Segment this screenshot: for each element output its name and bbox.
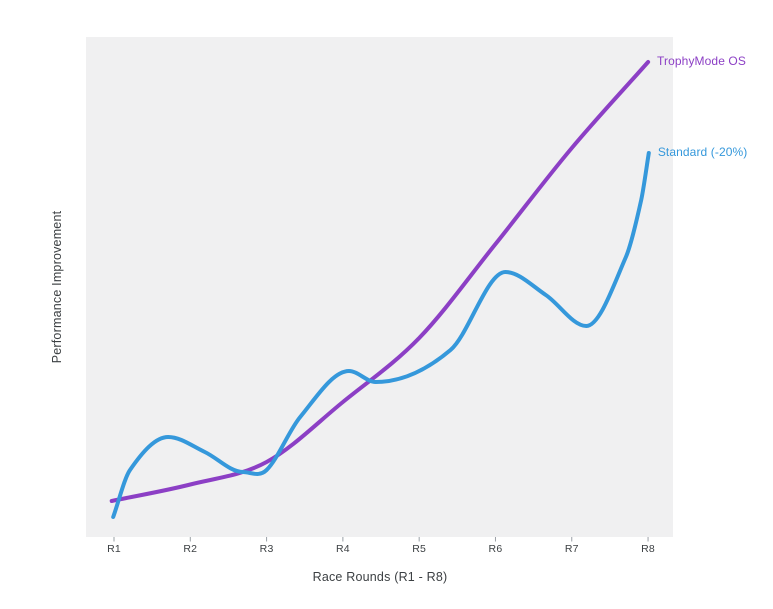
trophymode-series-label: TrophyMode OS bbox=[657, 54, 746, 68]
x-tick-label: R7 bbox=[564, 543, 579, 555]
plot-area bbox=[86, 37, 673, 537]
x-tick-label: R8 bbox=[641, 543, 655, 555]
x-axis-title: Race Rounds (R1 - R8) bbox=[312, 570, 448, 584]
x-tick-label: R1 bbox=[107, 543, 121, 555]
x-tick-label: R3 bbox=[259, 543, 274, 555]
x-tick-label: R4 bbox=[335, 543, 350, 555]
x-tick-label: R2 bbox=[183, 543, 198, 555]
x-tick-label: R6 bbox=[488, 543, 503, 555]
y-axis-title: Performance Improvement bbox=[50, 210, 64, 364]
standard-series-label: Standard (-20%) bbox=[657, 145, 748, 159]
x-tick-label: R5 bbox=[412, 543, 427, 555]
trophymode-line bbox=[109, 60, 651, 503]
standard-line bbox=[111, 151, 651, 519]
